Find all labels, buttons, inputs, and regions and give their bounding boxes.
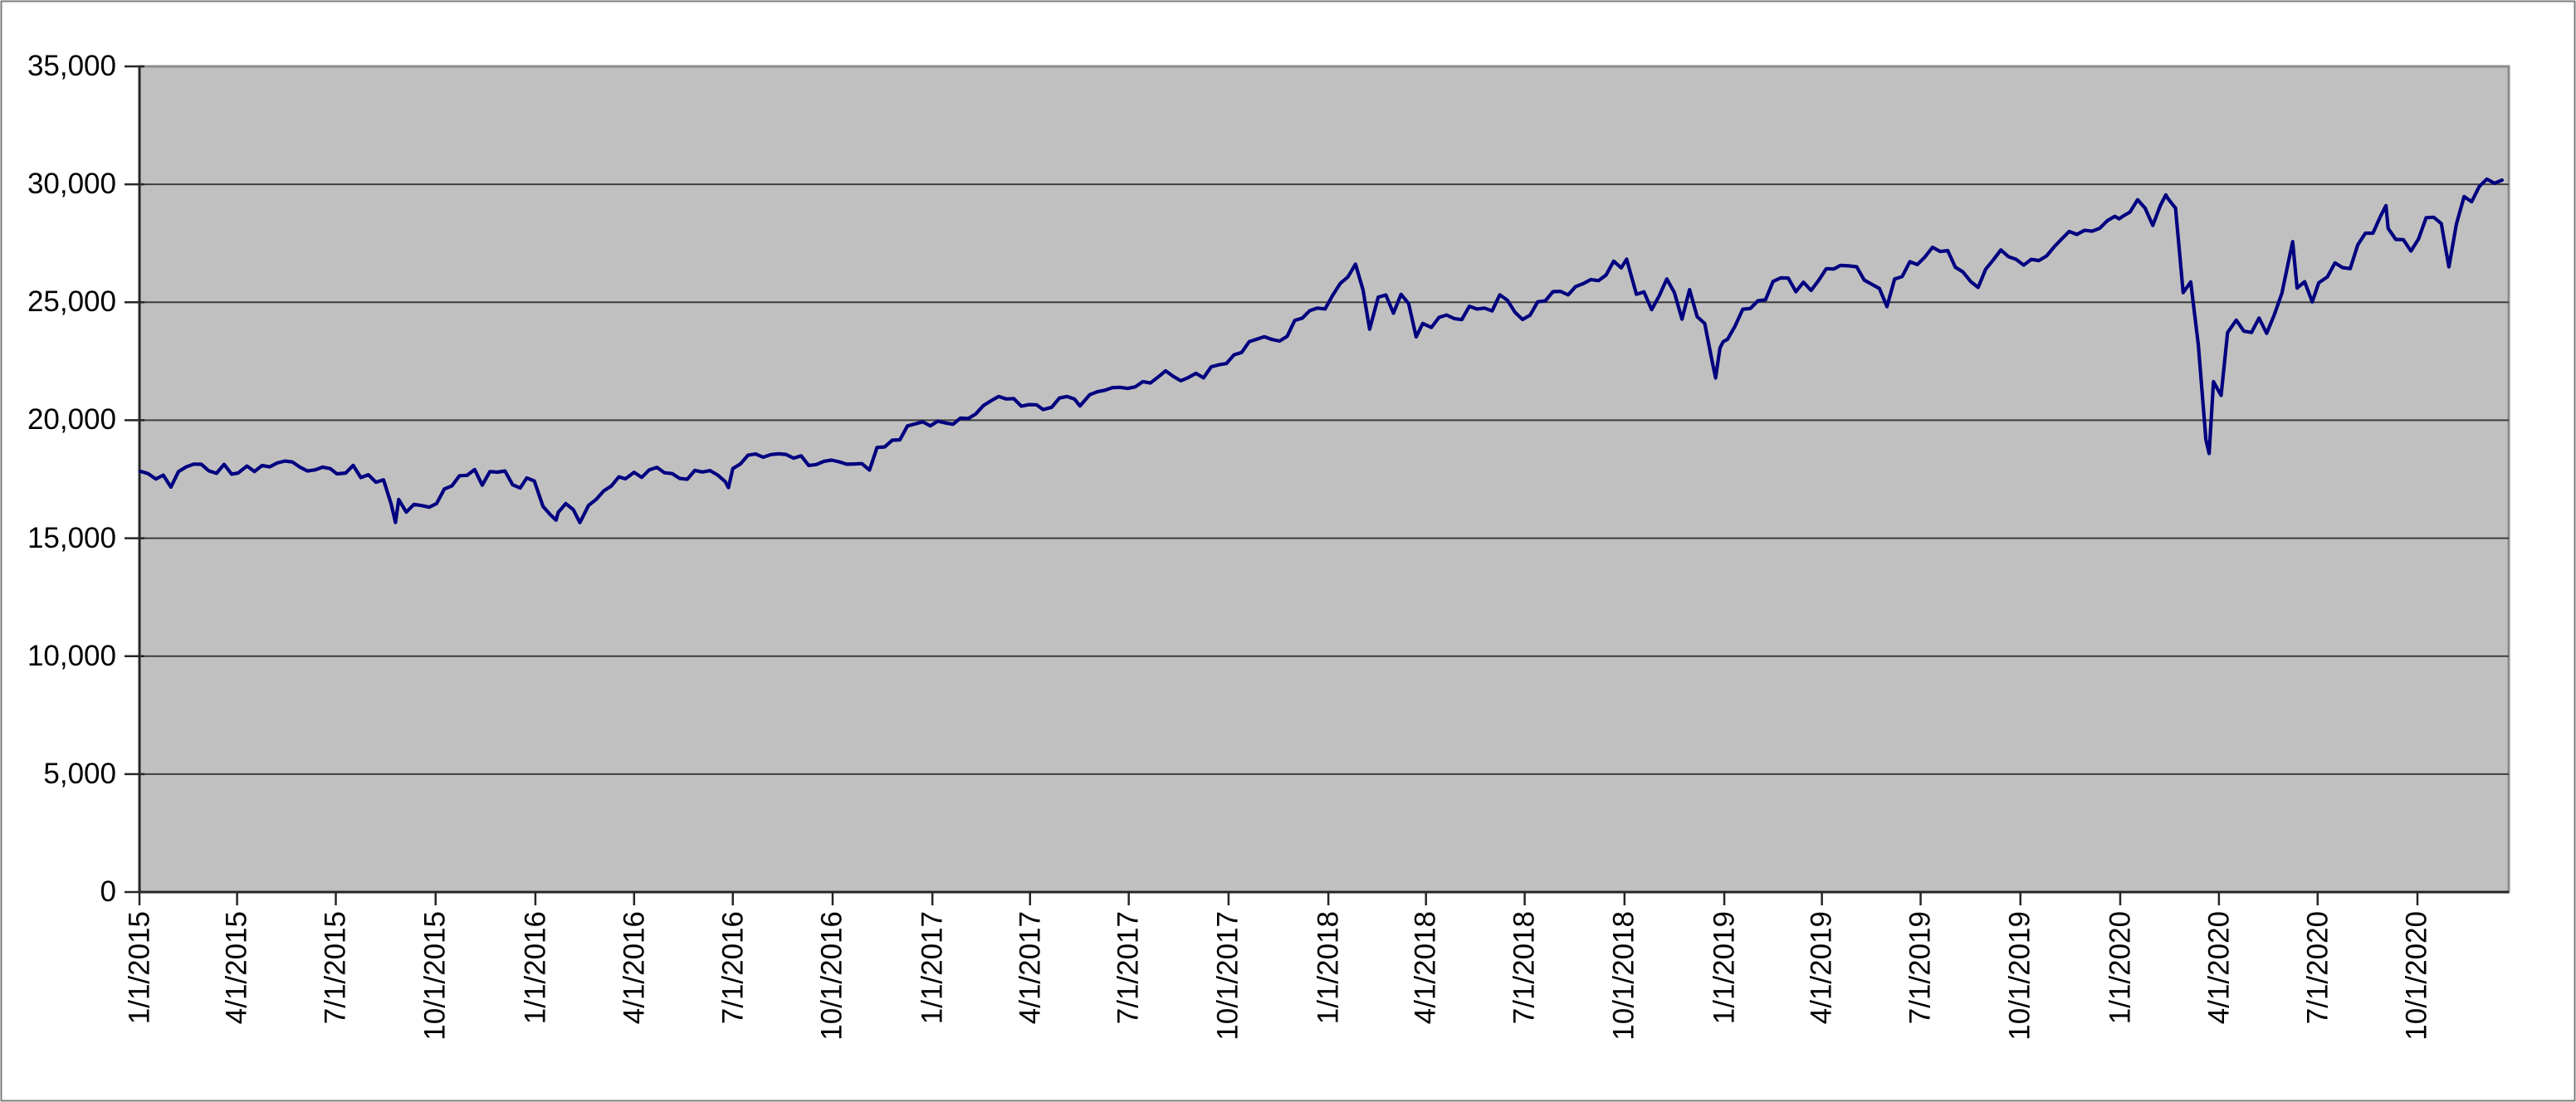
y-tick-label: 15,000 [27,521,116,554]
x-tick-label: 10/1/2017 [1211,911,1244,1041]
x-tick-label: 7/1/2019 [1904,911,1937,1025]
x-tick-label: 7/1/2017 [1112,911,1145,1025]
y-tick-label: 10,000 [27,639,116,672]
y-tick-label: 25,000 [27,285,116,319]
y-tick-label: 0 [100,875,116,908]
price-line [139,177,2504,524]
x-tick-label: 4/1/2017 [1013,911,1046,1025]
x-tick-label: 10/1/2015 [418,911,452,1041]
x-tick-label: 1/1/2020 [2103,911,2136,1025]
x-tick-label: 10/1/2020 [2401,911,2433,1041]
y-tick-label: 20,000 [27,403,116,436]
x-tick-label: 7/1/2020 [2300,911,2334,1025]
x-tick-label: 4/1/2018 [1409,911,1442,1025]
x-tick-label: 1/1/2018 [1312,911,1345,1025]
x-tick-label: 7/1/2015 [319,911,352,1025]
x-tick-label: 4/1/2016 [617,911,650,1025]
x-tick-label: 4/1/2019 [1805,911,1838,1025]
x-tick-label: 1/1/2019 [1708,911,1741,1025]
y-tick-label: 30,000 [27,168,116,201]
x-tick-label: 10/1/2016 [815,911,848,1041]
x-tick-label: 1/1/2016 [518,911,551,1025]
x-tick-label: 10/1/2018 [1607,911,1640,1041]
x-tick-label: 7/1/2018 [1508,911,1541,1025]
x-tick-label: 7/1/2016 [716,911,749,1025]
plot-area [138,65,2510,894]
x-tick-label: 1/1/2015 [123,911,155,1025]
y-tick-label: 35,000 [27,50,116,82]
x-tick-label: 1/1/2017 [916,911,949,1025]
y-tick-label: 5,000 [43,757,116,790]
x-tick-label: 10/1/2019 [2003,911,2036,1041]
x-tick-label: 4/1/2015 [220,911,253,1025]
x-tick-label: 4/1/2020 [2202,911,2235,1025]
